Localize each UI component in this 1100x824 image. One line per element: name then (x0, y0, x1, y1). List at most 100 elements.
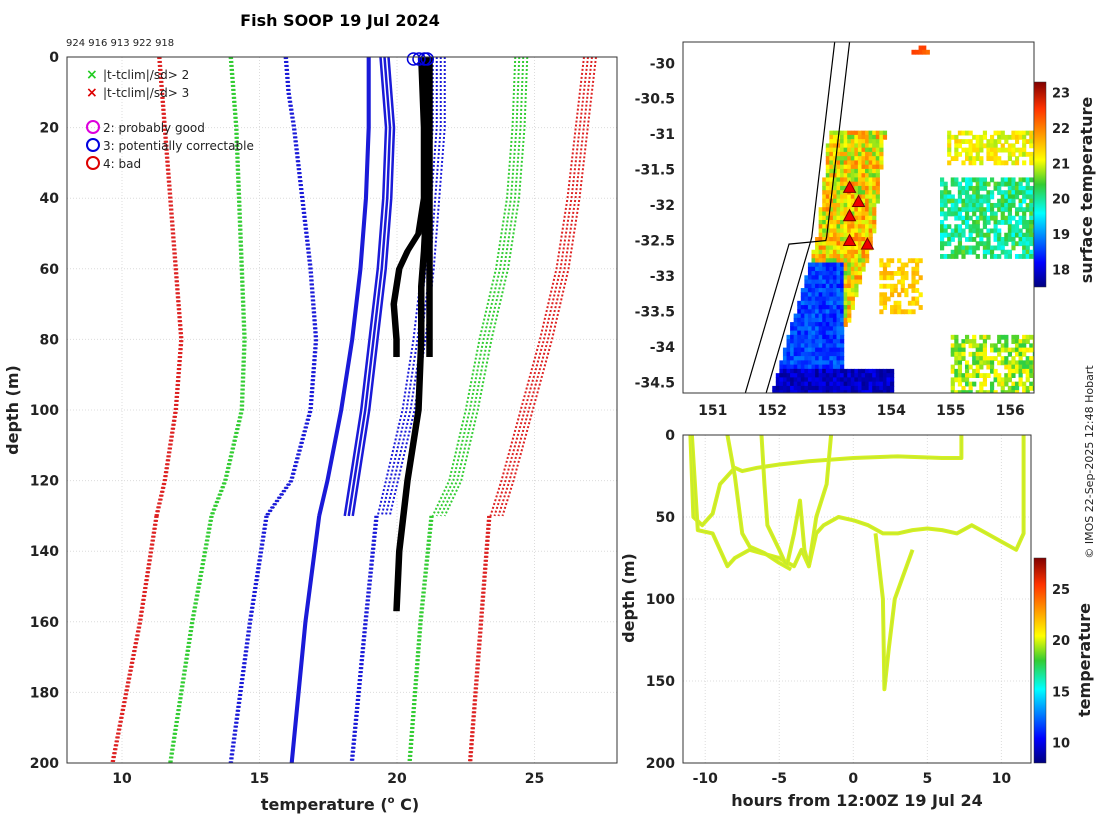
sst-pixel (847, 266, 852, 272)
sst-pixel (1004, 147, 1009, 153)
sst-pixel (982, 351, 988, 357)
sst-pixel (972, 211, 977, 217)
sst-pixel (950, 249, 955, 255)
sst-pixel (857, 254, 863, 259)
sst-pixel (1014, 207, 1020, 213)
sst-pixel (993, 156, 998, 162)
sst-pixel (865, 373, 870, 378)
sst-pixel (786, 334, 791, 340)
sst-pixel (993, 143, 998, 149)
sst-pixel (854, 385, 859, 391)
sst-pixel (961, 130, 966, 136)
sst-pixel (1032, 343, 1034, 349)
sst-pixel (840, 381, 845, 387)
sst-pixel (843, 168, 848, 174)
sst-pixel (1032, 156, 1034, 162)
sst-pixel (940, 198, 945, 204)
sst-pixel (993, 147, 998, 153)
sst-pixel (793, 317, 798, 323)
sst-pixel (811, 271, 816, 276)
sst-pixel (957, 194, 963, 200)
sst-pixel (865, 147, 870, 153)
sst-pixel (872, 215, 877, 221)
sst-pixel (847, 134, 852, 140)
profile-ytick: 0 (49, 50, 59, 66)
sst-pixel (822, 266, 827, 272)
sst-pixel (836, 364, 841, 370)
sst-pixel (829, 330, 834, 336)
sst-pixel (886, 385, 891, 391)
sst-pixel (797, 300, 802, 306)
sst-pixel (850, 177, 855, 183)
sst-pixel (807, 339, 813, 344)
sst-pixel (840, 347, 845, 353)
sst-pixel (979, 360, 984, 366)
sst-pixel (986, 237, 991, 242)
sst-pixel (825, 288, 830, 293)
sst-pixel (815, 296, 820, 302)
sst-pixel (836, 339, 841, 344)
sst-pixel (904, 292, 909, 298)
sst-pixel (822, 313, 827, 319)
sst-pixel (1022, 198, 1027, 204)
time-axes-box (682, 434, 1032, 764)
sst-pixel (822, 219, 827, 225)
sst-pixel (832, 288, 838, 293)
map-colorbar-tick: 20 (1052, 193, 1070, 208)
sst-pixel (950, 232, 955, 238)
sst-pixel (890, 385, 895, 391)
sst-pixel (840, 143, 845, 149)
sst-pixel (786, 381, 791, 387)
sst-pixel (829, 283, 834, 289)
sst-pixel (861, 385, 866, 391)
sst-pixel (857, 232, 863, 238)
sst-pixel (1025, 177, 1030, 183)
sst-pixel (979, 160, 984, 166)
sst-pixel (997, 130, 1002, 136)
sst-pixel (997, 237, 1002, 242)
sst-pixel (918, 49, 923, 55)
sst-pixel (1025, 232, 1030, 238)
sst-pixel (1018, 207, 1023, 213)
sst-pixel (775, 377, 780, 383)
sst-pixel (979, 237, 984, 242)
sst-pixel (811, 305, 816, 310)
sst-pixel (940, 237, 945, 242)
sst-pixel (779, 381, 784, 387)
sst-pixel (1007, 181, 1012, 187)
sst-pixel (1029, 241, 1034, 247)
sst-pixel (879, 300, 884, 306)
sst-pixel (882, 377, 888, 383)
sst-pixel (1000, 160, 1005, 166)
sst-pixel (872, 228, 877, 234)
sst-pixel (829, 164, 834, 170)
sst-pixel (850, 254, 855, 259)
sst-pixel (807, 373, 813, 378)
sst-pixel (1004, 347, 1009, 353)
sst-pixel (1022, 339, 1027, 344)
sst-pixel (904, 288, 909, 293)
sst-pixel (811, 258, 816, 264)
sst-pixel (961, 254, 966, 259)
sst-pixel (847, 271, 852, 276)
sst-pixel (957, 245, 963, 251)
sst-pixel (961, 160, 966, 166)
sst-pixel (954, 139, 959, 144)
sst-pixel (1014, 364, 1020, 370)
sst-pixel (872, 147, 877, 153)
sst-pixel (825, 317, 830, 323)
sst-pixel (986, 241, 991, 247)
map-ytick: -32 (650, 198, 675, 214)
sst-pixel (850, 266, 855, 272)
sst-pixel (854, 254, 859, 259)
sst-pixel (950, 181, 955, 187)
sst-pixel (1011, 177, 1016, 183)
sst-pixel (843, 373, 848, 378)
sst-pixel (825, 339, 830, 344)
sst-pixel (825, 373, 830, 378)
sst-pixel (868, 232, 873, 238)
sst-pixel (950, 385, 955, 391)
sst-pixel (857, 139, 863, 144)
sst-pixel (968, 249, 973, 255)
map-ytick: -34.5 (635, 375, 675, 391)
